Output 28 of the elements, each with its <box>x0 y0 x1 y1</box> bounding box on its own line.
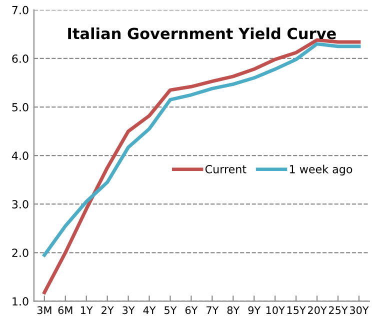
legend-label: Current <box>205 164 246 174</box>
x-tick-label: 6M <box>58 306 72 314</box>
line-series <box>42 38 361 294</box>
x-tick-label: 8Y <box>227 306 240 314</box>
x-tick-label: 7Y <box>206 306 219 314</box>
line-series <box>42 42 361 257</box>
x-tick-label: 15Y <box>287 306 306 314</box>
x-tick-label: 20Y <box>308 306 327 314</box>
x-tick-label: 2Y <box>102 306 114 314</box>
x-tick-label: 9Y <box>248 306 261 314</box>
x-tick-label: 10Y <box>266 306 285 314</box>
x-tick-label: 4Y <box>143 306 156 314</box>
y-tick-label: 5.0 <box>12 103 28 112</box>
x-tick-label: 3Y <box>122 306 135 314</box>
x-tick-label: 5Y <box>164 306 177 314</box>
x-tick-label: 25Y <box>328 306 348 314</box>
legend-label: 1 week ago <box>290 164 352 176</box>
y-tick-label: 6.0 <box>12 54 28 63</box>
y-tick-label: 3.0 <box>12 200 28 208</box>
y-tick-label: 4.0 <box>12 152 28 160</box>
x-tick-label: 1Y <box>81 306 93 314</box>
text: Italian Government Yield Curve <box>68 27 336 40</box>
y-tick-label: 2.0 <box>12 248 28 258</box>
y-tick-label: 7.0 <box>12 6 28 14</box>
y-tick-label: 1.0 <box>12 297 28 306</box>
x-tick-label: 6Y <box>185 306 198 314</box>
x-tick-label: 3M <box>37 306 52 314</box>
x-tick-label: 30Y <box>350 306 369 314</box>
